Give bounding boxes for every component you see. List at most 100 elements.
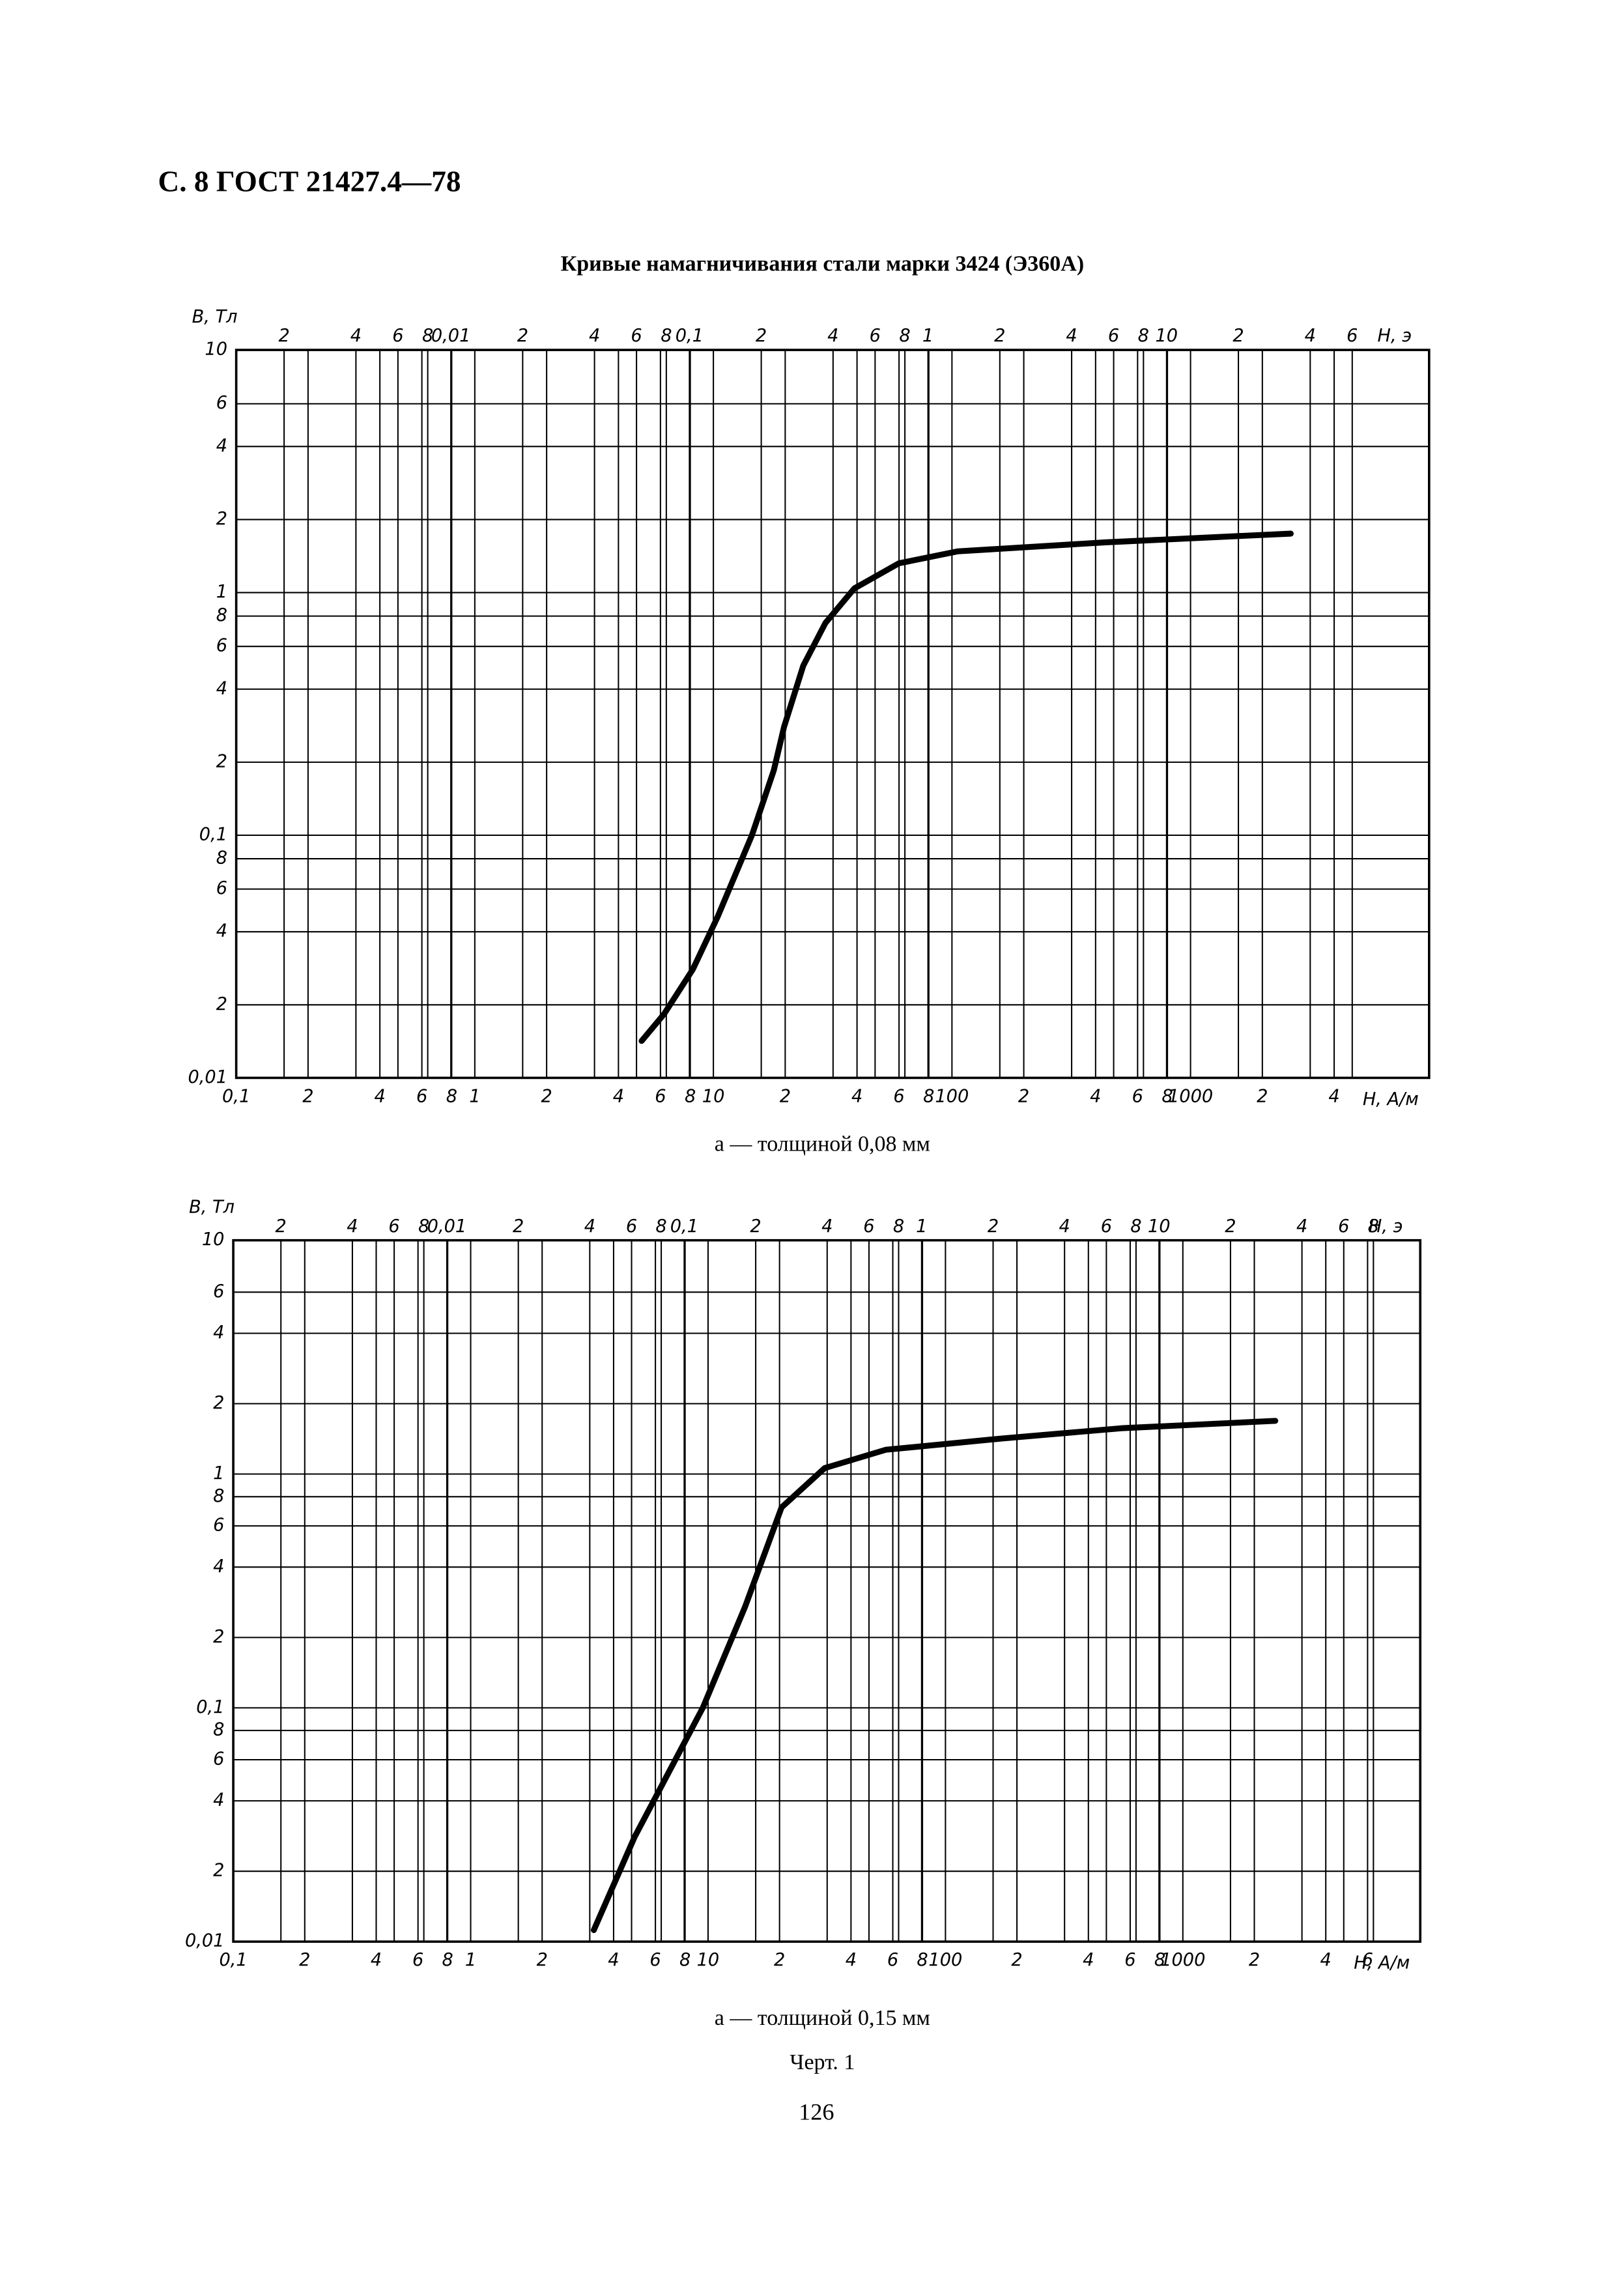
x2-tick-label: 6	[1108, 326, 1119, 346]
x2-tick-label: 6	[392, 326, 403, 346]
x2-axis-label: H, э	[1377, 326, 1412, 346]
y-tick-label: 8	[213, 1486, 224, 1506]
x2-tick-label: 4	[1296, 1216, 1307, 1237]
x-tick-label: 2	[774, 1950, 785, 1970]
y-tick-label: 0,1	[199, 824, 227, 844]
y-tick-label: 4	[213, 1790, 224, 1811]
x2-tick-label: 4	[589, 326, 600, 346]
x2-tick-label: 6	[1338, 1216, 1349, 1237]
x-tick-label: 2	[1018, 1086, 1029, 1106]
x2-tick-label: 10	[1148, 1216, 1171, 1237]
x2-tick-label: 8	[1130, 1216, 1141, 1237]
x-tick-label: 4	[851, 1086, 862, 1106]
y-tick-label: 1	[216, 582, 227, 602]
x-tick-label: 4	[608, 1950, 619, 1970]
x2-tick-label: 2	[750, 1216, 761, 1237]
x-tick-label: 6	[893, 1086, 904, 1106]
x2-tick-label: 6	[1101, 1216, 1112, 1237]
x-tick-label: 2	[302, 1086, 313, 1106]
x2-tick-label: 2	[1232, 326, 1244, 346]
x2-tick-label: 2	[756, 326, 767, 346]
x-tick-label: 100	[935, 1086, 969, 1106]
x2-tick-label: 6	[863, 1216, 874, 1237]
x2-tick-label: 2	[1225, 1216, 1236, 1237]
x-axis-label: H, А/м	[1363, 1089, 1419, 1110]
x2-tick-label: 2	[988, 1216, 999, 1237]
y-tick-label: 0,1	[196, 1697, 224, 1717]
x2-tick-label: 4	[827, 326, 838, 346]
x-tick-label: 8	[1161, 1086, 1173, 1106]
x2-tick-label: 4	[584, 1216, 595, 1237]
x-tick-label: 2	[541, 1086, 552, 1106]
x2-tick-label: 8	[899, 326, 910, 346]
x2-tick-label: 2	[276, 1216, 287, 1237]
x2-tick-label: 10	[1156, 326, 1178, 346]
y-tick-label: 6	[216, 393, 227, 413]
y-tick-label: 6	[216, 636, 227, 656]
x2-tick-label: 8	[893, 1216, 904, 1237]
x2-tick-label: 8	[1368, 1216, 1379, 1237]
y-tick-label: 10	[205, 339, 227, 360]
x-tick-label: 8	[923, 1086, 934, 1106]
x-tick-label: 100	[928, 1950, 962, 1970]
x2-tick-label: 4	[821, 1216, 833, 1237]
x-tick-label: 4	[374, 1086, 385, 1106]
x2-tick-label: 2	[278, 326, 289, 346]
x-tick-label: 6	[1362, 1950, 1373, 1970]
y-tick-label: 8	[213, 1720, 224, 1740]
x-tick-label: 0,1	[222, 1086, 250, 1106]
y-tick-label: 2	[213, 1393, 224, 1413]
x-tick-label: 6	[412, 1950, 423, 1970]
x2-axis-label: H, э	[1369, 1216, 1403, 1237]
plot-frame	[235, 349, 1431, 1080]
plot-frame	[232, 1239, 1422, 1943]
y-tick-label: 10	[202, 1229, 225, 1250]
x2-tick-label: 8	[418, 1216, 429, 1237]
x2-tick-label: 8	[1138, 326, 1149, 346]
x-tick-label: 6	[1132, 1086, 1143, 1106]
x-tick-label: 8	[917, 1950, 928, 1970]
x-tick-label: 4	[846, 1950, 857, 1970]
y-tick-label: 0,01	[185, 1931, 225, 1951]
x-tick-label: 6	[1124, 1950, 1135, 1970]
chart-caption: а — толщиной 0,15 мм	[715, 2006, 930, 2030]
y-tick-label: 1	[213, 1463, 224, 1483]
x2-tick-label: 6	[626, 1216, 637, 1237]
page-header: С. 8 ГОСТ 21427.4—78	[158, 165, 461, 198]
x-tick-label: 1	[469, 1086, 480, 1106]
x-tick-label: 4	[1090, 1086, 1101, 1106]
x-tick-label: 6	[649, 1950, 661, 1970]
x2-tick-label: 2	[513, 1216, 524, 1237]
x2-tick-label: 2	[994, 326, 1005, 346]
x-tick-label: 4	[1320, 1950, 1332, 1970]
x-tick-label: 6	[655, 1086, 666, 1106]
x2-tick-label: 8	[661, 326, 672, 346]
x2-tick-label: 8	[422, 326, 433, 346]
y-tick-label: 8	[216, 605, 227, 625]
x-tick-label: 6	[887, 1950, 898, 1970]
x2-tick-label: 4	[347, 1216, 358, 1237]
x-tick-label: 0,1	[219, 1950, 247, 1970]
y-tick-label: 2	[216, 751, 227, 771]
x-tick-label: 2	[299, 1950, 310, 1970]
x2-tick-label: 4	[1059, 1216, 1070, 1237]
x2-tick-label: 0,01	[427, 1216, 467, 1237]
x2-tick-label: 6	[388, 1216, 399, 1237]
y-tick-label: 4	[216, 436, 227, 456]
y-tick-label: 4	[213, 1323, 224, 1343]
y-tick-label: 6	[213, 1749, 224, 1769]
y-tick-label: 6	[213, 1282, 224, 1302]
x-tick-label: 8	[679, 1950, 691, 1970]
y-axis-label: В, Тл	[192, 307, 238, 327]
x-tick-label: 2	[1011, 1950, 1022, 1970]
x2-tick-label: 6	[1346, 326, 1358, 346]
x2-tick-label: 1	[922, 326, 933, 346]
x-tick-label: 2	[1257, 1086, 1268, 1106]
x-tick-label: 8	[685, 1086, 696, 1106]
x-tick-label: 8	[1154, 1950, 1165, 1970]
x-tick-label: 4	[1083, 1950, 1094, 1970]
x-tick-label: 10	[702, 1086, 725, 1106]
x2-tick-label: 0,1	[676, 326, 704, 346]
y-tick-label: 2	[213, 1861, 224, 1881]
